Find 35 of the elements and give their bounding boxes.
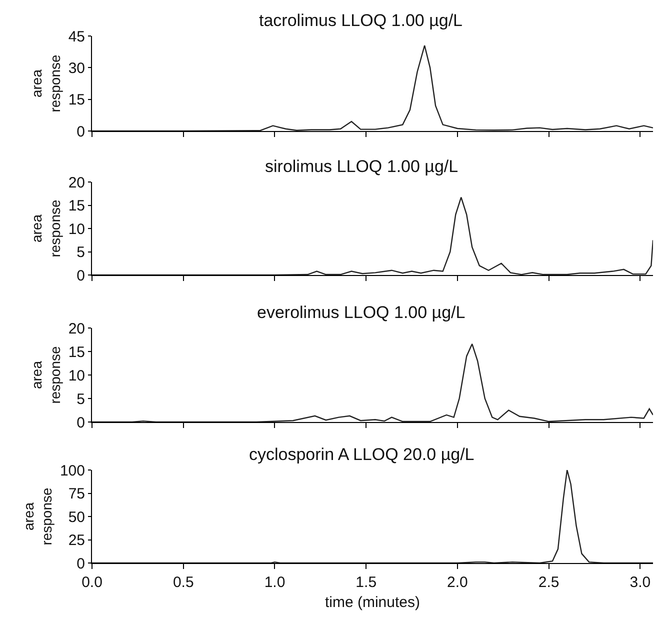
y-tick-label: 15: [68, 92, 85, 109]
y-tick-label: 5: [76, 244, 85, 261]
x-tick-label: 2.0: [447, 574, 468, 591]
y-tick-label: 10: [68, 220, 85, 238]
y-tick-label: 25: [68, 532, 85, 549]
chart-title: tacrolimus LLOQ 1.00 µg/L: [259, 11, 463, 30]
y-tick-label: 0: [76, 414, 85, 432]
y-tick-label: 10: [68, 367, 85, 384]
y-tick-label: 75: [68, 486, 85, 502]
x-tick-label: 3.0: [630, 574, 651, 591]
y-axis-title: area response: [28, 54, 63, 112]
y-axis-title: area response: [20, 487, 55, 546]
y-tick-label: 15: [68, 198, 85, 214]
x-tick-label: 2.5: [538, 574, 560, 591]
chart-title: everolimus LLOQ 1.00 µg/L: [257, 303, 466, 322]
y-tick-label: 20: [68, 174, 85, 192]
x-tick-label: 1.0: [264, 574, 286, 591]
y-axis-title: area response: [28, 346, 63, 404]
y-tick-label: 0: [76, 123, 85, 140]
y-tick-label: 45: [68, 28, 85, 46]
chart-title: sirolimus LLOQ 1.00 µg/L: [265, 157, 458, 176]
y-tick-label: 30: [68, 60, 85, 77]
x-axis-title: time (minutes): [324, 594, 420, 611]
y-tick-label: 15: [68, 344, 85, 361]
x-tick-label: 0.0: [82, 574, 102, 591]
y-tick-label: 0: [76, 555, 85, 572]
x-tick-label: 0.5: [172, 574, 194, 591]
y-tick-label: 100: [60, 462, 85, 480]
y-tick-label: 50: [68, 508, 85, 526]
chart-title: cyclosporin A LLOQ 20.0 µg/L: [249, 445, 474, 464]
y-tick-label: 5: [76, 390, 85, 408]
x-tick-label: 1.5: [356, 574, 377, 591]
y-tick-label: 20: [68, 320, 85, 338]
y-tick-label: 0: [76, 267, 85, 284]
y-axis-title: area response: [28, 199, 63, 258]
